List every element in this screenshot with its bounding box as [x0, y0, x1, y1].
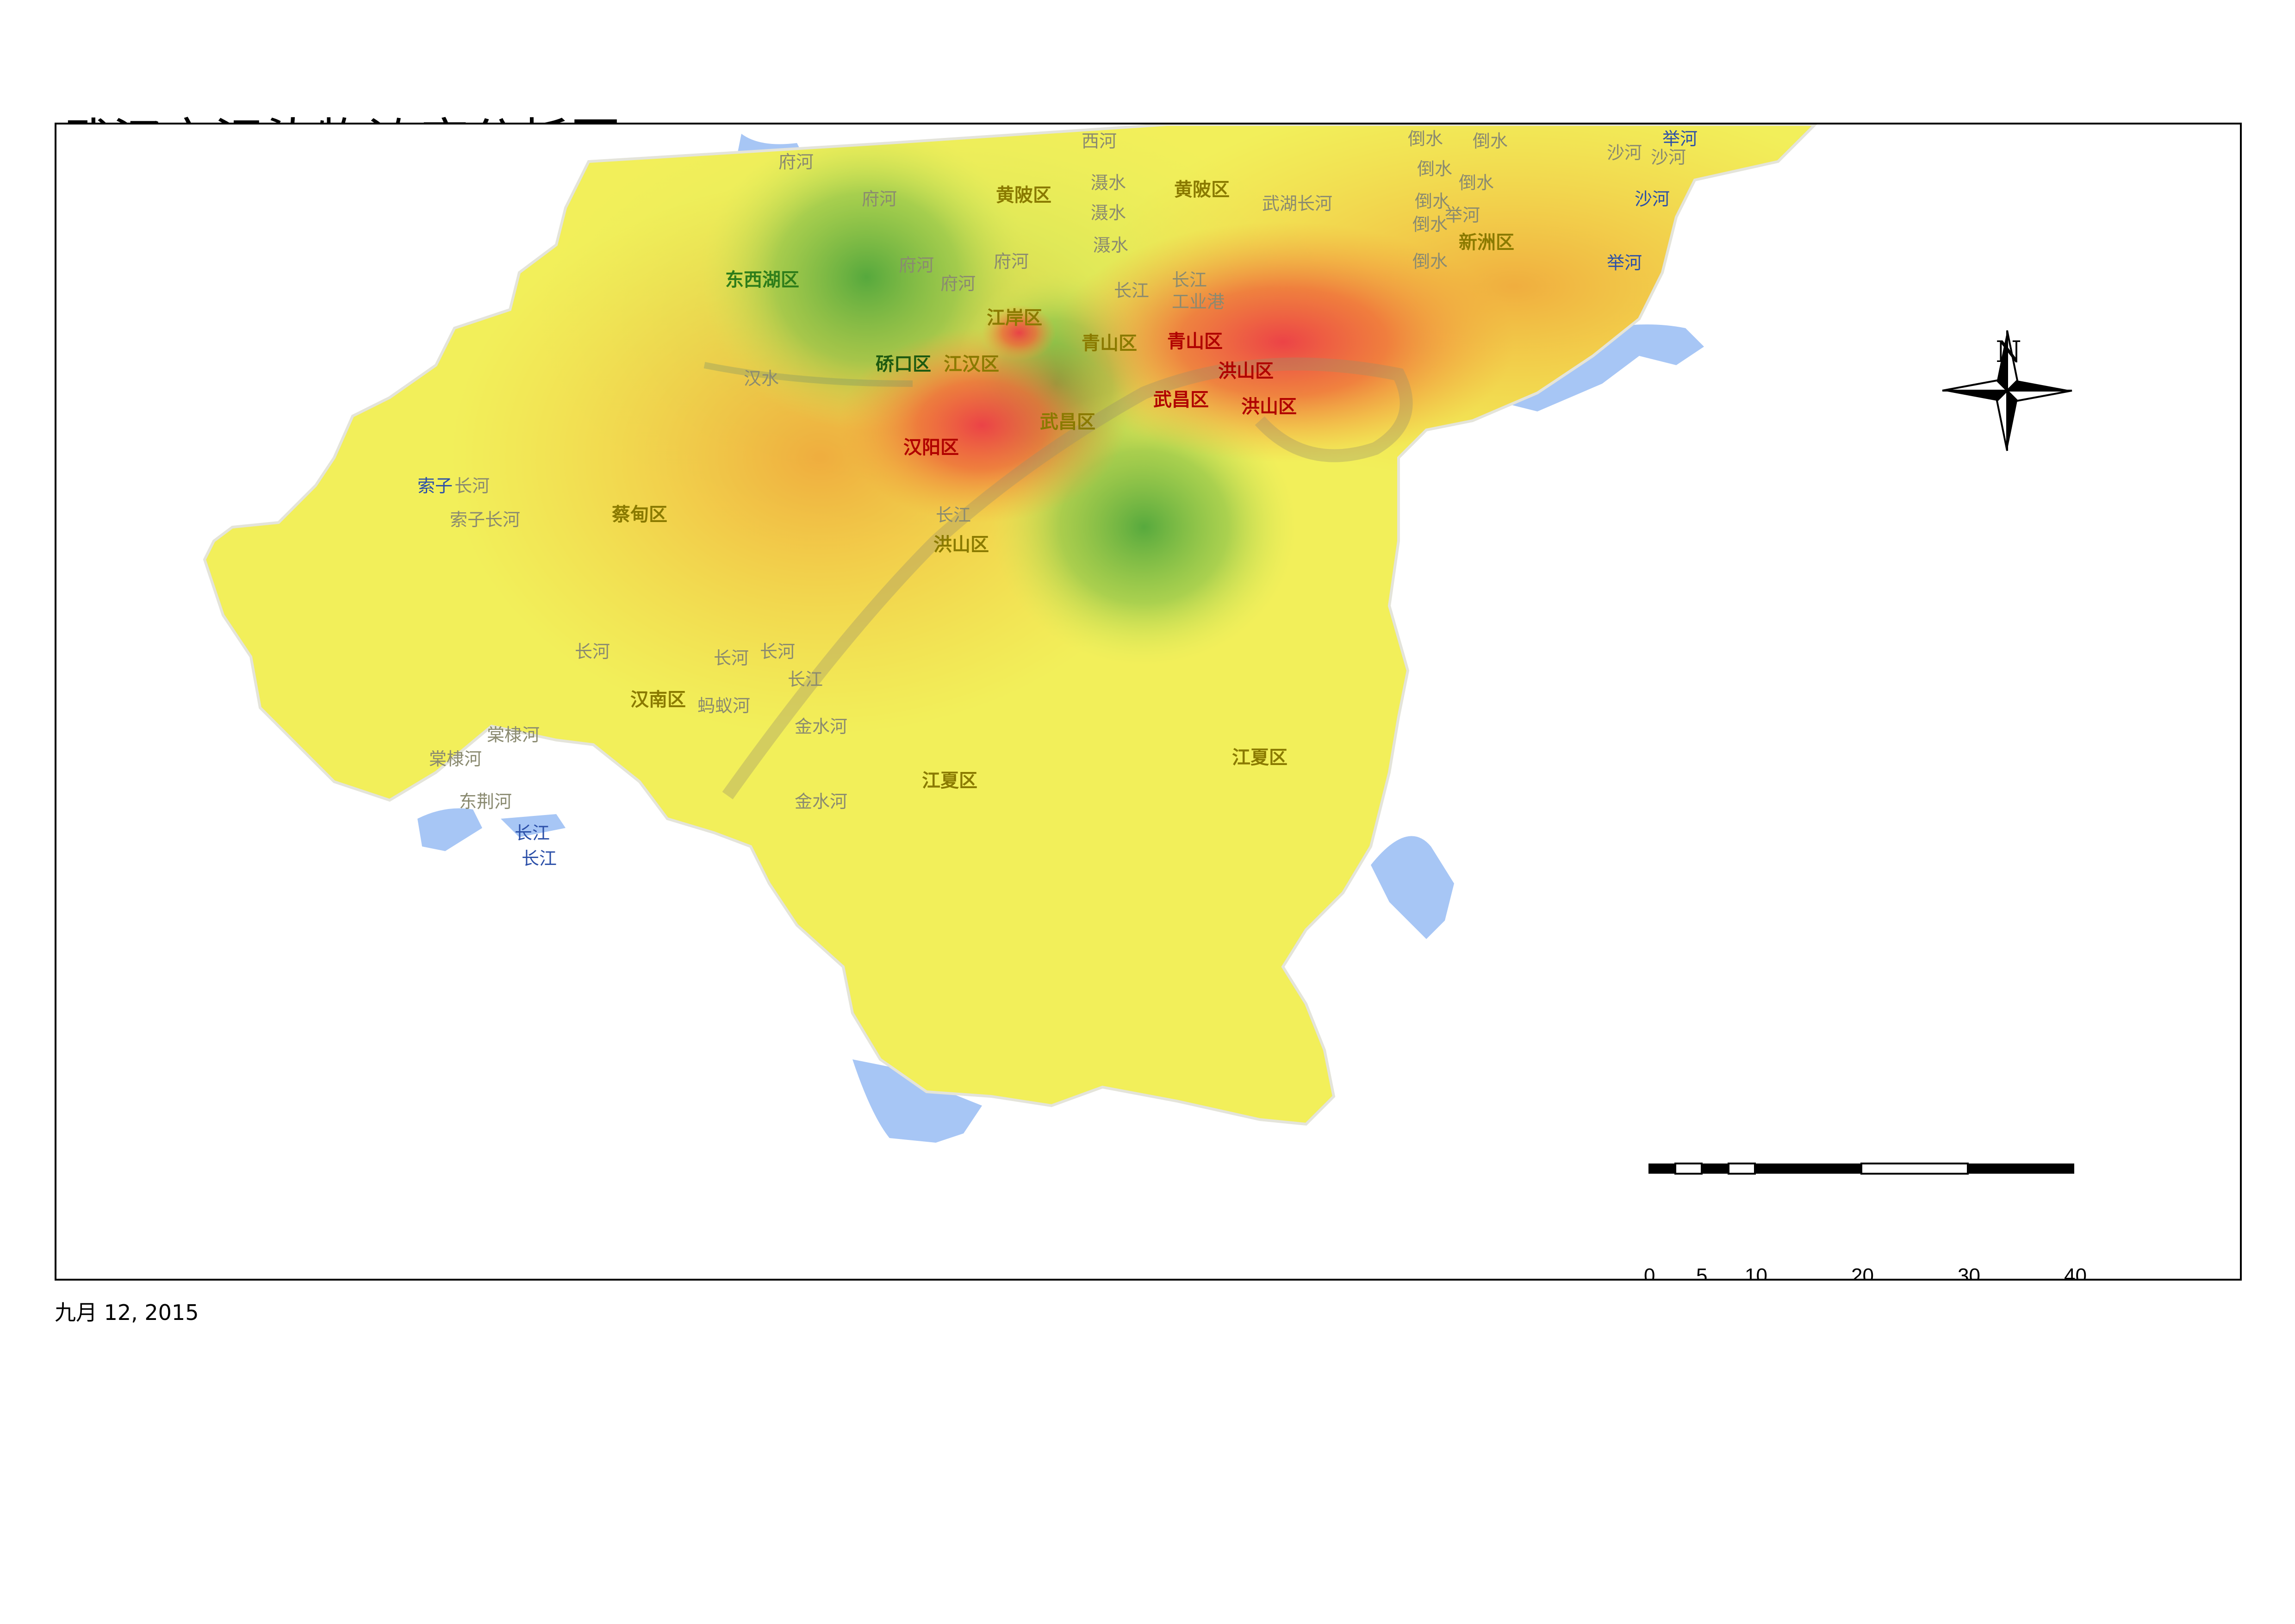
scale-tick-30: 30	[1958, 1264, 1980, 1281]
district-label: 江岸区	[987, 307, 1042, 329]
map-date: 九月 12, 2015	[55, 1300, 199, 1325]
river-label: 举河	[1445, 205, 1480, 225]
district-label: 江夏区	[1232, 747, 1287, 768]
river-label: 长河	[760, 641, 796, 662]
river-label: 府河	[994, 251, 1029, 272]
map-frame: 东西湖区 黄陂区 黄陂区 新洲区 江岸区 硚口区 江汉区 青山区 青山区 洪山区…	[55, 123, 2242, 1281]
district-label: 青山区	[1082, 333, 1137, 354]
river-label: 沙河	[1651, 147, 1686, 168]
district-label: 汉南区	[630, 689, 686, 710]
river-label: 棠棣河	[429, 749, 482, 769]
district-label: 汉阳区	[903, 437, 959, 458]
district-label: 武昌区	[1153, 389, 1209, 411]
river-label: 金水河	[795, 791, 848, 812]
river-label: 滠水	[1091, 173, 1126, 193]
district-label: 黄陂区	[1174, 179, 1230, 200]
river-label: 蚂蚁河	[697, 696, 751, 716]
river-label: 府河	[778, 152, 814, 172]
river-label: 举河	[1662, 129, 1698, 149]
river-label: 倒水	[1412, 251, 1448, 272]
district-label: 青山区	[1167, 331, 1223, 352]
river-label: 西河	[1082, 131, 1117, 151]
district-label: 新洲区	[1459, 232, 1514, 253]
river-label: 长江	[788, 669, 823, 690]
river-label: 府河	[899, 255, 934, 275]
district-label: 江夏区	[922, 770, 977, 791]
river-label: 府河	[940, 274, 976, 294]
district-label: 武昌区	[1040, 411, 1095, 433]
river-label: 沙河	[1607, 143, 1642, 163]
river-label: 长江	[515, 823, 550, 843]
scale-tick-20: 20	[1851, 1264, 1874, 1281]
river-label: 索子	[417, 476, 453, 496]
river-label: 武湖长河	[1262, 193, 1333, 214]
scale-tick-0: 0	[1644, 1264, 1655, 1281]
compass-north-label: N	[1996, 335, 2021, 369]
river-label: 汉水	[744, 368, 779, 389]
river-label: 长江	[522, 848, 557, 869]
river-label: 倒水	[1408, 129, 1443, 149]
river-label: 沙河	[1635, 189, 1670, 209]
river-label: 长江	[1114, 280, 1150, 301]
river-label: 金水河	[795, 716, 848, 737]
district-label: 洪山区	[1218, 361, 1274, 382]
north-arrow-icon	[1942, 330, 2072, 451]
district-label: 硚口区	[876, 354, 931, 375]
scale-tick-5: 5	[1696, 1264, 1708, 1281]
river-label: 倒水	[1412, 214, 1448, 235]
river-label: 东荆河	[459, 791, 512, 812]
river-label: 倒水	[1459, 173, 1494, 193]
river-label: 长河	[575, 641, 610, 662]
river-label: 倒水	[1415, 191, 1450, 212]
district-label: 蔡甸区	[612, 504, 667, 525]
river-label: 府河	[862, 189, 897, 209]
scale-tick-40: 40	[2064, 1264, 2087, 1281]
scale-tick-10: 10	[1745, 1264, 1767, 1281]
river-label: 长河	[454, 476, 490, 496]
river-label: 索子长河	[450, 510, 521, 530]
river-label: 倒水	[1473, 131, 1508, 151]
district-label: 黄陂区	[996, 185, 1051, 206]
river-label: 棠棣河	[487, 725, 540, 745]
city-boundary	[203, 124, 1817, 1126]
map-canvas	[203, 124, 2074, 1175]
river-label: 长江	[1172, 270, 1207, 290]
district-label: 东西湖区	[725, 269, 799, 291]
river-label: 工业港	[1172, 292, 1225, 312]
district-label: 江汉区	[944, 354, 999, 375]
river-label: 举河	[1607, 253, 1642, 273]
river-label: 倒水	[1417, 159, 1453, 179]
scale-bar	[1648, 1163, 2074, 1175]
river-label: 长河	[714, 648, 749, 668]
river-label: 长江	[936, 505, 971, 525]
district-label: 洪山区	[1241, 396, 1297, 417]
river-label: 滠水	[1091, 203, 1126, 223]
district-label: 洪山区	[933, 534, 989, 555]
river-label: 滠水	[1093, 235, 1129, 255]
